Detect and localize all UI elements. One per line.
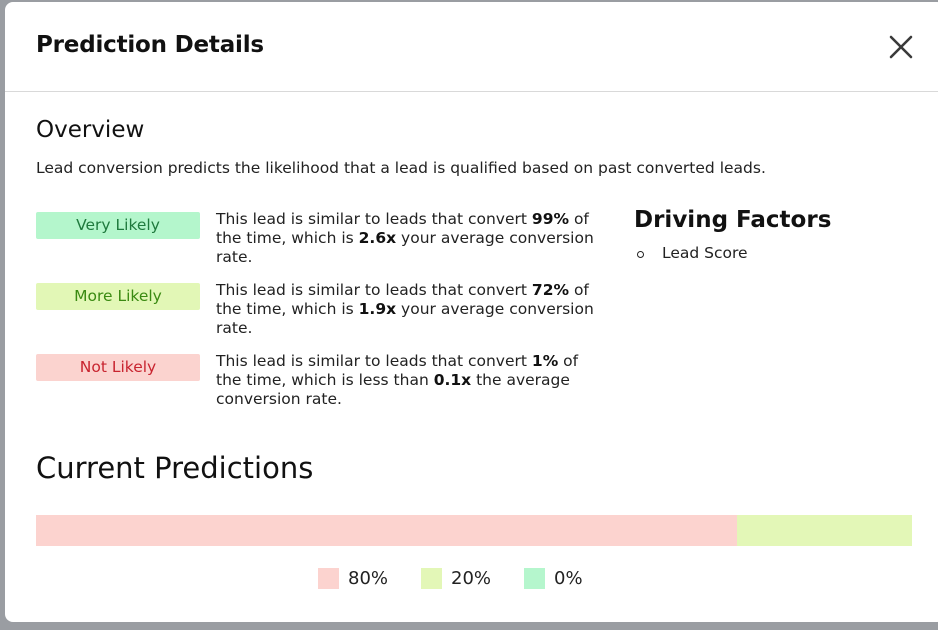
row-description: This lead is similar to leads that conve… (216, 281, 594, 337)
bar-segment-not-likely (36, 515, 737, 546)
legend-swatch (524, 568, 546, 589)
row-description: This lead is similar to leads that conve… (216, 210, 594, 266)
row-description: This lead is similar to leads that conve… (216, 352, 579, 408)
close-icon (889, 35, 913, 59)
modal-title: Prediction Details (36, 32, 264, 58)
badge-more-likely: More Likely (36, 283, 200, 310)
legend-item-very-likely: 0% (524, 568, 583, 589)
driving-factors-heading: Driving Factors (634, 207, 832, 233)
bar-segment-more-likely (736, 515, 912, 546)
legend-swatch (318, 568, 339, 589)
driving-factor-item: Lead Score (634, 244, 748, 262)
circle-bullet-icon (637, 251, 644, 258)
legend-item-not-likely: 80% (318, 568, 388, 589)
modal-header: Prediction Details (5, 2, 938, 92)
badge-not-likely: Not Likely (36, 354, 200, 381)
badge-very-likely: Very Likely (36, 212, 200, 239)
predictions-legend: 80% 20% 0% (318, 568, 616, 589)
legend-item-more-likely: 20% (421, 568, 491, 589)
predictions-stacked-bar (36, 515, 912, 546)
close-button[interactable] (887, 33, 915, 61)
overview-heading: Overview (36, 117, 145, 143)
current-predictions-heading: Current Predictions (36, 451, 314, 485)
legend-swatch (421, 568, 443, 589)
driving-factors-list: Lead Score (634, 244, 748, 262)
overview-description: Lead conversion predicts the likelihood … (36, 159, 766, 177)
prediction-details-modal: Prediction Details Overview Lead convers… (5, 2, 938, 622)
